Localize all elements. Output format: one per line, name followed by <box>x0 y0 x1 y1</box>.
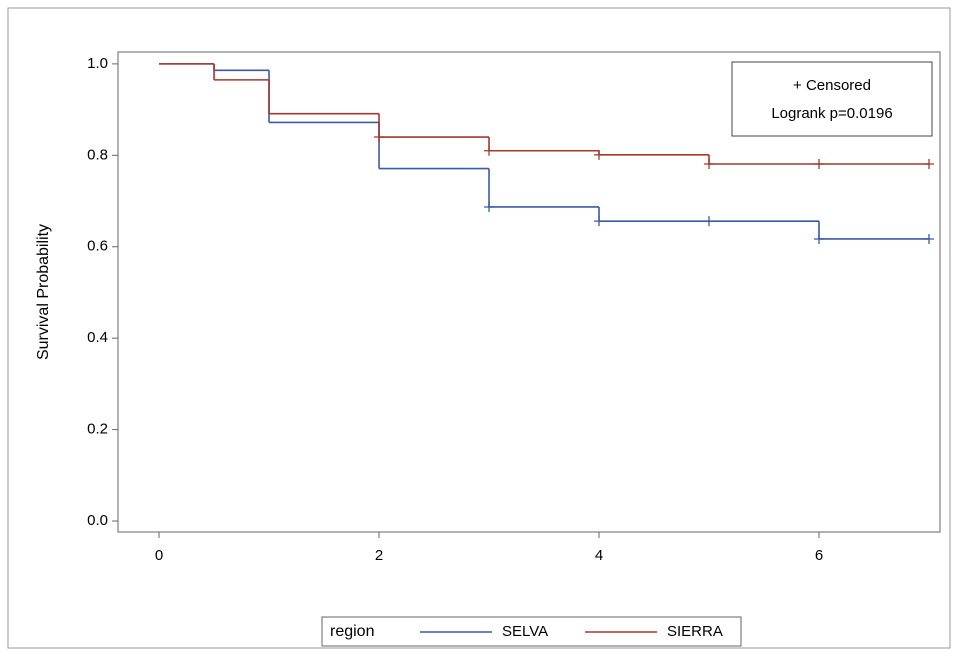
y-tick-label: 0.6 <box>87 238 108 255</box>
censor-mark <box>704 159 715 169</box>
legend-label: SIERRA <box>667 623 723 640</box>
censor-mark <box>704 216 715 227</box>
censor-mark <box>484 145 495 156</box>
outer-border <box>7 7 951 649</box>
censor-mark <box>484 201 495 212</box>
y-axis-label: Survival Probability <box>35 224 52 360</box>
censor-mark <box>924 159 934 169</box>
x-tick-label: 6 <box>815 547 823 564</box>
censor-mark <box>374 132 385 143</box>
censor-mark <box>814 159 825 169</box>
legend-label: SELVA <box>502 623 548 640</box>
legend-title: region <box>330 623 374 640</box>
censor-mark <box>814 233 825 244</box>
annotation: Logrank p=0.0196 <box>771 105 892 122</box>
y-tick-label: 0.4 <box>87 329 108 346</box>
inset-box <box>731 61 933 137</box>
censor-mark <box>594 216 605 227</box>
censor-mark <box>594 149 605 160</box>
censor-mark <box>924 233 934 244</box>
x-tick-label: 0 <box>155 547 163 564</box>
legend-box <box>321 616 742 647</box>
y-tick-label: 0.0 <box>87 512 108 529</box>
y-tick-label: 1.0 <box>87 55 108 72</box>
plot-frame <box>117 51 941 533</box>
y-tick-label: 0.8 <box>87 146 108 163</box>
x-tick-label: 2 <box>375 547 383 564</box>
annotation: + Censored <box>793 77 871 94</box>
x-tick-label: 4 <box>595 547 603 564</box>
y-tick-label: 0.2 <box>87 421 108 438</box>
